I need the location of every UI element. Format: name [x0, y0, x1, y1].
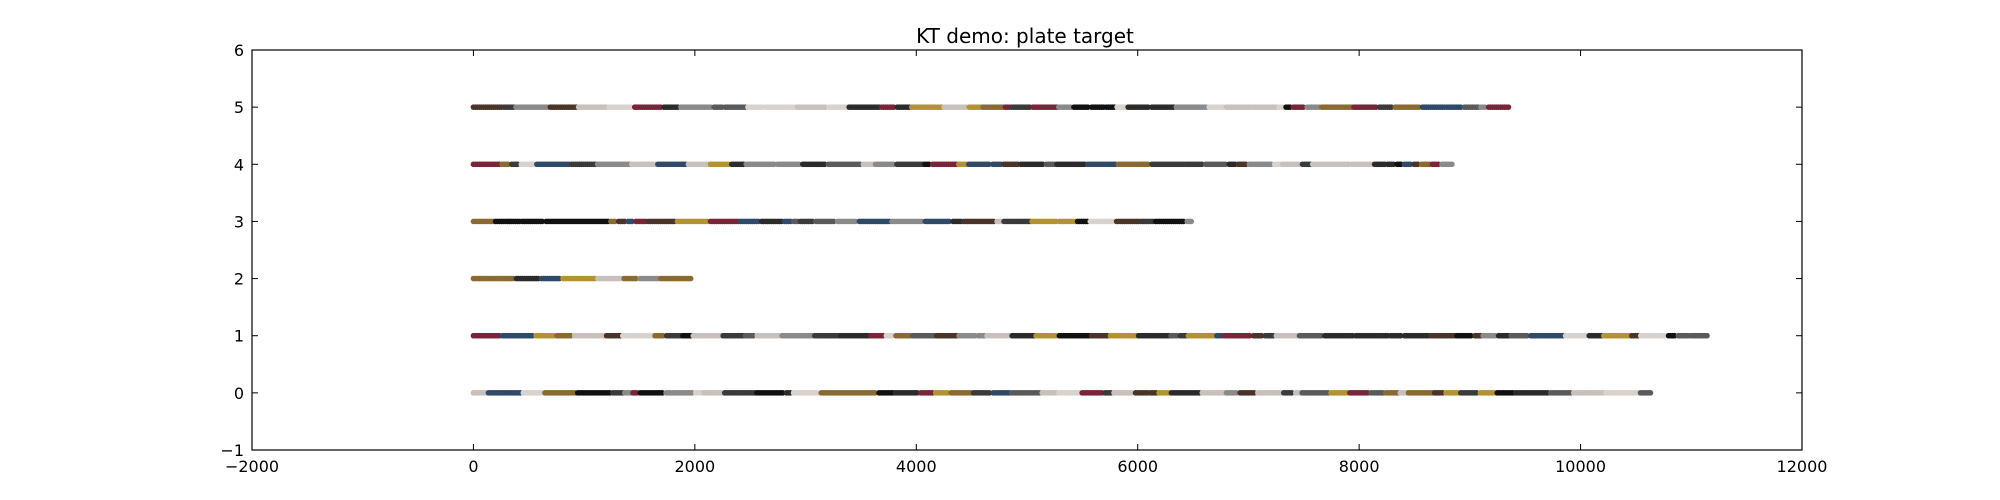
data-point — [1300, 104, 1307, 110]
y-tick-label: 4 — [234, 155, 244, 174]
x-tick-label: −2000 — [225, 457, 279, 476]
x-tick-label: 6000 — [1117, 457, 1158, 476]
data-point — [946, 218, 952, 225]
data-point — [659, 390, 665, 396]
data-point — [1246, 332, 1253, 339]
y-tick-label: −1 — [220, 441, 244, 460]
data-point — [1524, 332, 1530, 339]
x-tick-label: 12000 — [1777, 457, 1828, 476]
y-axis: −1 0 1 2 3 4 5 6 — [220, 41, 1802, 460]
y-tick-label: 1 — [234, 327, 244, 346]
data-point — [1188, 218, 1195, 225]
x-tick-label: 8000 — [1339, 457, 1380, 476]
x-axis: −2000 0 2000 4000 6000 8000 10000 12000 — [225, 50, 1828, 476]
x-tick-label: 0 — [468, 457, 478, 476]
data-point — [539, 218, 546, 225]
data-point — [1468, 332, 1474, 339]
data-point — [628, 104, 634, 110]
data-point — [629, 218, 635, 225]
y-tick-label: 3 — [234, 212, 244, 231]
data-point — [633, 275, 639, 282]
data-point — [1704, 332, 1710, 339]
y-tick-label: 5 — [234, 98, 244, 117]
data-point — [1647, 390, 1654, 396]
data-points — [470, 104, 1710, 396]
y-tick-label: 6 — [234, 41, 244, 60]
data-point — [872, 390, 878, 396]
x-tick-label: 10000 — [1555, 457, 1606, 476]
data-point — [1505, 104, 1512, 110]
data-point — [1397, 332, 1404, 339]
data-point — [1289, 390, 1295, 396]
plot-frame — [251, 49, 1803, 451]
data-point — [986, 161, 992, 168]
data-point — [1661, 332, 1668, 339]
x-tick-label: 2000 — [674, 457, 715, 476]
chart-title: KT demo: plate target — [916, 24, 1134, 48]
data-point — [1449, 161, 1455, 168]
y-tick-label: 0 — [234, 384, 244, 403]
x-tick-label: 4000 — [896, 457, 937, 476]
y-tick-label: 2 — [234, 270, 244, 289]
data-point — [687, 275, 694, 282]
data-point — [1085, 104, 1091, 110]
